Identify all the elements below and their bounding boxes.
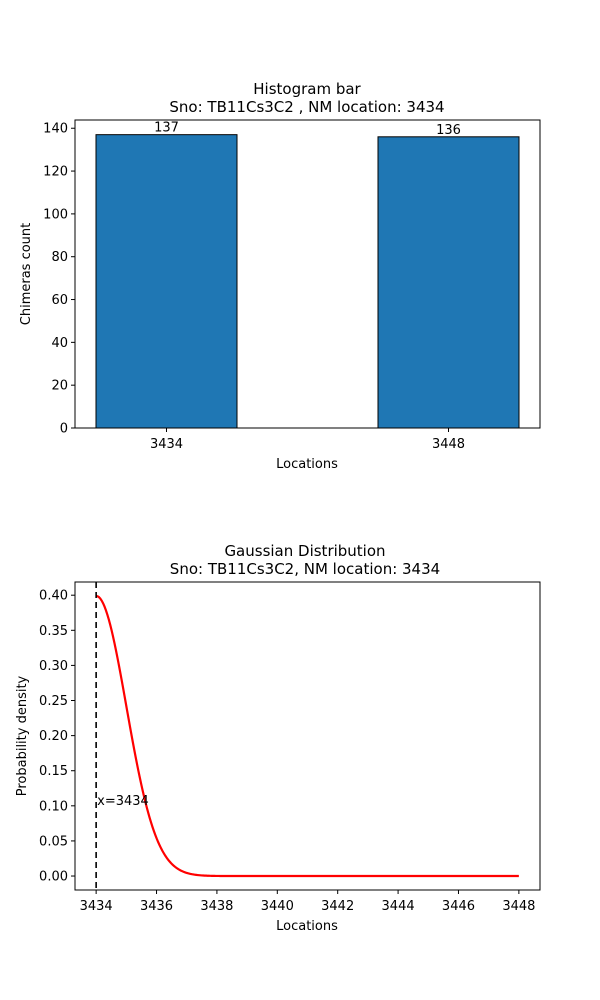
gaussian-curve	[95, 594, 519, 878]
gaussian-title-line1: Gaussian Distribution	[224, 542, 385, 560]
gaussian-chart: Gaussian Distribution Sno: TB11Cs3C2, NM…	[15, 542, 541, 934]
gaussian-plot-frame	[74, 581, 541, 891]
histogram-y-tick-label: 60	[51, 293, 68, 308]
gaussian-x-tick-label: 3446	[442, 899, 475, 914]
histogram-x-tick-label: 3448	[432, 437, 465, 452]
gaussian-x-tick-label: 3442	[321, 899, 354, 914]
histogram-data-labels: 137 136	[154, 121, 461, 138]
gaussian-x-tick-label: 3448	[502, 899, 535, 914]
histogram-y-tick-label: 100	[43, 207, 68, 222]
gaussian-title-line2: Sno: TB11Cs3C2, NM location: 3434	[170, 560, 440, 578]
histogram-bars	[95, 134, 520, 429]
histogram-y-tick-label: 140	[43, 122, 68, 137]
gaussian-x-axis-label: Locations	[276, 919, 338, 934]
gaussian-y-axis-label: Probability density	[15, 675, 30, 796]
histogram-y-tick-label: 0	[60, 422, 68, 437]
gaussian-x-tick-label: 3440	[261, 899, 294, 914]
histogram-y-tick-label: 40	[51, 336, 68, 351]
gaussian-y-tick-label: 0.20	[39, 729, 68, 744]
gaussian-y-tick-label: 0.10	[39, 799, 68, 814]
histogram-bar-3434	[95, 134, 238, 429]
histogram-bar-value-label: 136	[436, 123, 461, 138]
gaussian-x-tick-label: 3444	[382, 899, 415, 914]
histogram-x-tick-label: 3434	[150, 437, 183, 452]
gaussian-y-tick-label: 0.00	[39, 870, 68, 885]
histogram-y-tick-label: 20	[51, 379, 68, 394]
histogram-y-ticks: 0 20 40 60 80 100 120 140	[43, 122, 75, 437]
histogram-y-axis-label: Chimeras count	[19, 223, 34, 325]
gaussian-x-tick-label: 3436	[140, 899, 173, 914]
histogram-chart: Histogram bar Sno: TB11Cs3C2 , NM locati…	[19, 80, 541, 472]
gaussian-y-ticks: 0.00 0.05 0.10 0.15 0.20 0.25 0.30 0.35 0.40	[39, 589, 75, 885]
gaussian-y-tick-label: 0.05	[39, 834, 68, 849]
histogram-x-axis-label: Locations	[276, 457, 338, 472]
histogram-x-ticks: 3434 3448	[150, 428, 465, 452]
mean-line-label: x=3434	[97, 794, 149, 809]
gaussian-y-tick-label: 0.40	[39, 589, 68, 604]
histogram-bar-value-label: 137	[154, 121, 179, 136]
histogram-y-tick-label: 80	[51, 250, 68, 265]
histogram-bar-3448	[377, 136, 520, 429]
gaussian-y-tick-label: 0.25	[39, 694, 68, 709]
gaussian-x-tick-label: 3438	[200, 899, 233, 914]
gaussian-y-tick-label: 0.15	[39, 764, 68, 779]
histogram-title-line2: Sno: TB11Cs3C2 , NM location: 3434	[169, 98, 444, 116]
histogram-title-line1: Histogram bar	[253, 80, 361, 98]
histogram-plot-frame	[74, 119, 541, 429]
gaussian-x-tick-label: 3434	[80, 899, 113, 914]
gaussian-x-ticks: 3434 3436 3438 3440 3442 3444 3446 3448	[80, 890, 535, 914]
gaussian-y-tick-label: 0.30	[39, 659, 68, 674]
gaussian-y-tick-label: 0.35	[39, 624, 68, 639]
histogram-y-tick-label: 120	[43, 165, 68, 180]
